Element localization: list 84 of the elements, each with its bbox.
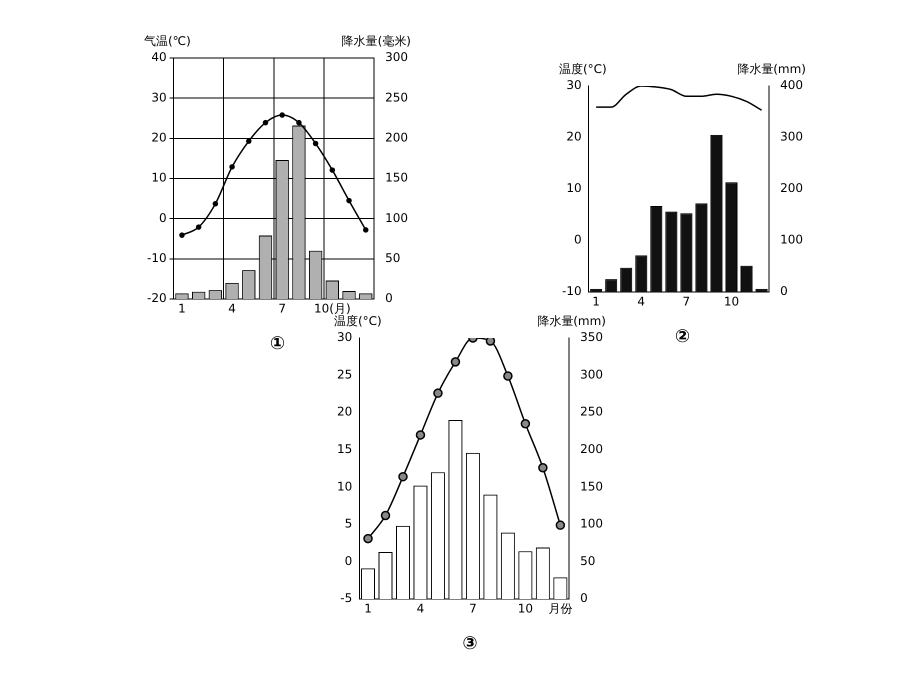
y-tick-label: -5 bbox=[340, 591, 352, 606]
y-axis-title: 气温(℃) bbox=[144, 34, 191, 48]
y2-tick-label: 250 bbox=[580, 404, 603, 419]
y2-axis-title: 降水量(毫米) bbox=[342, 34, 411, 48]
point bbox=[556, 520, 566, 530]
point bbox=[196, 224, 202, 230]
y-tick-label: 10 bbox=[566, 181, 582, 196]
point bbox=[486, 338, 496, 346]
y-tick-label: 25 bbox=[336, 367, 352, 382]
x-tick-label: 10 bbox=[518, 601, 534, 616]
y-tick-label: 40 bbox=[151, 50, 167, 64]
y2-tick-label: 0 bbox=[385, 291, 393, 306]
x-tick-label: 10 bbox=[724, 294, 740, 308]
x-tick-label: 1 bbox=[592, 294, 600, 308]
x-tick-label: 7 bbox=[682, 294, 690, 308]
point bbox=[179, 232, 185, 238]
point bbox=[312, 140, 318, 146]
point bbox=[380, 510, 390, 520]
point bbox=[433, 388, 443, 398]
y-tick-label: 30 bbox=[151, 90, 167, 104]
x-tick-label: 1 bbox=[364, 601, 372, 616]
y-tick-label: -10 bbox=[562, 284, 582, 298]
point bbox=[538, 463, 548, 473]
y-tick-label: 5 bbox=[344, 516, 352, 531]
point bbox=[229, 164, 235, 170]
y-tick-label: 15 bbox=[336, 442, 352, 456]
y2-tick-label: 300 bbox=[780, 130, 803, 144]
y2-tick-label: 50 bbox=[385, 250, 400, 265]
point bbox=[296, 120, 302, 126]
x-tick-label: 1 bbox=[178, 301, 186, 316]
y2-tick-label: 350 bbox=[580, 330, 603, 344]
y2-axis-title: 降水量(mm) bbox=[737, 62, 806, 76]
text: ② bbox=[674, 326, 690, 347]
y-tick-label: 0 bbox=[158, 210, 167, 225]
x-tick-label: 10(月) bbox=[314, 301, 351, 316]
point bbox=[262, 120, 268, 126]
y-tick-label: 30 bbox=[336, 330, 352, 344]
y2-tick-label: 400 bbox=[780, 78, 803, 92]
point bbox=[398, 472, 408, 482]
y2-tick-label: 200 bbox=[385, 130, 408, 144]
y2-tick-label: 50 bbox=[580, 554, 596, 568]
y2-tick-label: 150 bbox=[385, 170, 408, 185]
y2-tick-label: 100 bbox=[385, 210, 408, 225]
y-tick-label: -20 bbox=[146, 291, 167, 306]
point bbox=[363, 534, 373, 544]
y2-tick-label: 150 bbox=[580, 479, 603, 494]
point bbox=[416, 430, 426, 440]
y2-tick-label: 200 bbox=[580, 442, 603, 456]
y2-tick-label: 300 bbox=[580, 367, 603, 382]
x-tick-label: 7 bbox=[469, 601, 477, 616]
y2-tick-label: 250 bbox=[385, 90, 408, 104]
y-axis-title: 温度(°C) bbox=[334, 314, 382, 328]
y-tick-label: 0 bbox=[574, 232, 582, 247]
text: ③ bbox=[462, 632, 478, 654]
point bbox=[362, 227, 368, 233]
point bbox=[346, 198, 352, 204]
x-tick-label: 月份 bbox=[548, 601, 572, 616]
point bbox=[450, 357, 460, 367]
y2-tick-label: 200 bbox=[780, 181, 803, 196]
y2-tick-label: 0 bbox=[780, 284, 788, 298]
y-tick-label: 0 bbox=[344, 554, 352, 568]
y-axis-title: 温度(°C) bbox=[559, 62, 607, 76]
text: ① bbox=[270, 332, 286, 354]
y2-tick-label: 100 bbox=[580, 516, 603, 531]
y2-tick-label: 100 bbox=[780, 232, 803, 247]
y-tick-label: 20 bbox=[151, 130, 167, 144]
y-tick-label: 20 bbox=[566, 130, 582, 144]
x-tick-label: 4 bbox=[637, 294, 646, 308]
y-tick-label: 10 bbox=[336, 479, 352, 494]
y-tick-label: 20 bbox=[336, 404, 352, 419]
y-tick-label: -10 bbox=[146, 250, 167, 265]
x-tick-label: 4 bbox=[416, 601, 424, 616]
point bbox=[212, 201, 218, 207]
y-tick-label: 10 bbox=[151, 170, 167, 185]
point bbox=[279, 112, 285, 118]
point bbox=[520, 419, 530, 429]
y2-tick-label: 300 bbox=[385, 50, 408, 64]
x-tick-label: 4 bbox=[228, 301, 236, 316]
x-tick-label: 7 bbox=[278, 301, 286, 316]
y-tick-label: 30 bbox=[566, 78, 582, 92]
point bbox=[503, 371, 513, 381]
line-series bbox=[595, 86, 762, 111]
point bbox=[330, 167, 336, 173]
y2-axis-title: 降水量(mm) bbox=[537, 314, 606, 328]
